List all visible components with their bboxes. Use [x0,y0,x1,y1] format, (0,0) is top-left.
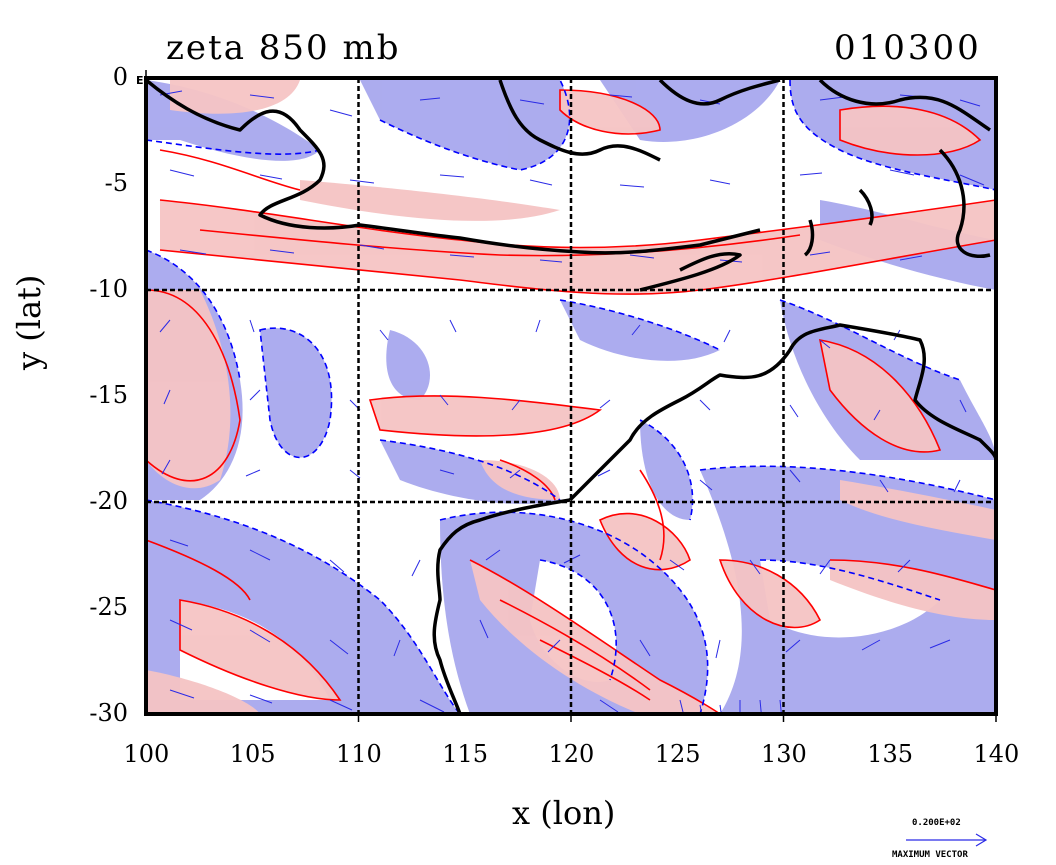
map-title: zeta 850 mb [166,28,401,68]
date-code: 010300 [834,28,982,68]
x-tick-label: 130 [761,740,807,768]
max-vector-value: 0.200E+02 [912,818,961,828]
corner-label: E [136,74,144,87]
x-tick-label: 125 [654,740,701,768]
max-vector-arrow [906,833,988,847]
y-tick-label: -20 [89,487,128,515]
negative-contours [146,79,996,714]
y-tick-label: 0 [112,63,128,91]
y-tick-label: -25 [89,593,128,621]
x-tick-label: 135 [867,740,914,768]
y-tick-label: -30 [89,699,128,727]
y-axis-label: y (lat) [10,274,48,370]
lat-lon-grid [146,78,996,714]
y-tick-label: -5 [104,169,128,197]
x-tick-label: 100 [123,740,170,768]
coastlines [146,78,996,714]
max-vector-label: MAXIMUM VECTOR [892,850,968,860]
x-axis-label: x (lon) [512,794,616,832]
y-tick-label: -10 [89,275,128,303]
x-tick-label: 110 [336,740,382,768]
positive-contours [146,89,996,714]
x-tick-label: 120 [548,740,595,768]
x-tick-label: 115 [442,740,489,768]
x-tick-label: 140 [973,740,1020,768]
axis-ticks [145,70,997,722]
y-tick-label: -15 [89,381,128,409]
x-tick-label: 105 [229,740,276,768]
